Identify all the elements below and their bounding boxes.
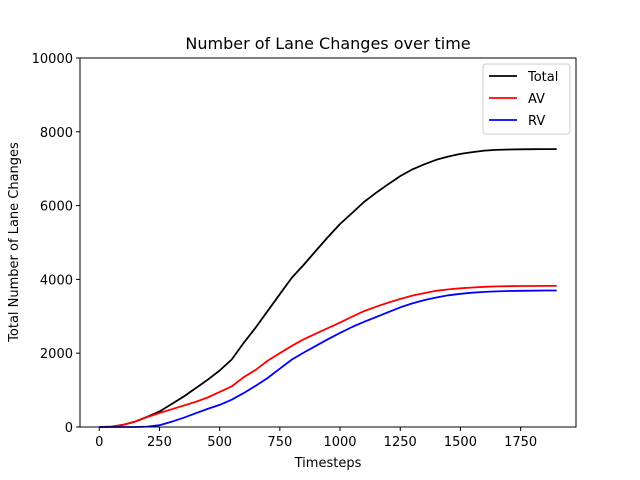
legend-label: Total	[527, 70, 558, 85]
y-tick-label: 8000	[40, 126, 73, 141]
x-tick-label: 1000	[323, 435, 356, 450]
legend: Total AV RV	[482, 63, 571, 135]
legend-label: AV	[528, 92, 545, 107]
x-tick-label: 250	[147, 435, 172, 450]
x-axis: 0 250 500 750 1000 1250 1500 1750	[95, 427, 537, 450]
legend-box	[482, 63, 571, 135]
series-line-av	[99, 284, 557, 428]
x-tick-label: 500	[207, 435, 232, 450]
x-tick-label: 1500	[444, 435, 477, 450]
y-tick-label: 2000	[40, 347, 73, 362]
y-tick-label: 0	[65, 421, 73, 436]
y-axis-label: Total Number of Lane Changes	[7, 142, 22, 343]
y-axis: 0 2000 4000 6000 8000 10000	[32, 52, 80, 436]
y-tick-label: 6000	[40, 200, 73, 215]
plot-frame	[79, 57, 577, 428]
x-axis-label: Timesteps	[294, 456, 362, 471]
y-tick-label: 10000	[32, 52, 73, 67]
series-line-rv	[99, 289, 557, 428]
series-line-total	[99, 148, 557, 428]
x-tick-label: 1250	[384, 435, 417, 450]
x-tick-label: 0	[95, 435, 103, 450]
y-tick-label: 4000	[40, 273, 73, 288]
plot-area	[99, 148, 557, 428]
x-tick-label: 1750	[504, 435, 537, 450]
x-tick-label: 750	[267, 435, 292, 450]
chart-title: Number of Lane Changes over time	[185, 34, 470, 53]
legend-label: RV	[528, 114, 545, 129]
